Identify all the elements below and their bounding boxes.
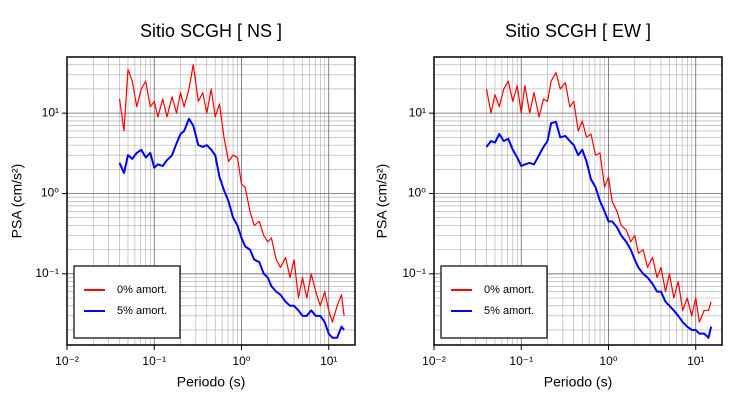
chart: Sitio SCGH [ EW ] 10⁻² 10⁻¹ 10⁰ 10¹ 10⁻¹ 10⁰ 10… (374, 21, 723, 390)
legend-label: 5% amort. (484, 305, 534, 317)
y-tick-label: 10⁻¹ (35, 266, 59, 280)
y-axis-label: PSA (cm/s²) (9, 164, 25, 239)
legend-label: 0% amort. (484, 284, 534, 296)
plot-frame (66, 56, 356, 346)
legend-label: 0% amort. (117, 284, 167, 296)
series-line (118, 117, 345, 339)
legend-box (73, 265, 181, 339)
x-tick-label: 10⁻¹ (509, 354, 533, 368)
x-tick-label: 10⁰ (599, 354, 617, 368)
chart-title: Sitio SCGH [ NS ] (140, 21, 282, 41)
legend: 0% amort. 5% amort. (440, 265, 548, 339)
x-axis-label: Periodo (s) (544, 374, 612, 390)
x-tick-label: 10⁰ (232, 354, 250, 368)
series-line (485, 71, 712, 323)
y-axis-label: PSA (cm/s²) (374, 164, 390, 239)
y-tick-label: 10⁰ (41, 186, 59, 200)
x-tick-label: 10¹ (687, 354, 704, 368)
x-axis-label: Periodo (s) (177, 374, 245, 390)
x-tick-label: 10⁻² (55, 354, 79, 368)
x-tick-label: 10⁻¹ (142, 354, 166, 368)
y-tick-label: 10⁰ (408, 186, 426, 200)
chart-title: Sitio SCGH [ EW ] (505, 21, 651, 41)
y-tick-label: 10¹ (42, 105, 59, 119)
legend: 0% amort. 5% amort. (73, 265, 181, 339)
legend-label: 5% amort. (117, 305, 167, 317)
series-line (485, 120, 713, 339)
x-tick-label: 10¹ (320, 354, 337, 368)
series-line (118, 64, 345, 323)
y-tick-label: 10⁻¹ (402, 266, 426, 280)
legend-box (440, 265, 548, 339)
chart: Sitio SCGH [ NS ] 10⁻² 10⁻¹ 10⁰ 10¹ 10⁻¹ 10⁰ 10… (9, 21, 356, 390)
y-tick-label: 10¹ (409, 105, 426, 119)
plot-frame (433, 56, 723, 346)
x-tick-label: 10⁻² (422, 354, 446, 368)
